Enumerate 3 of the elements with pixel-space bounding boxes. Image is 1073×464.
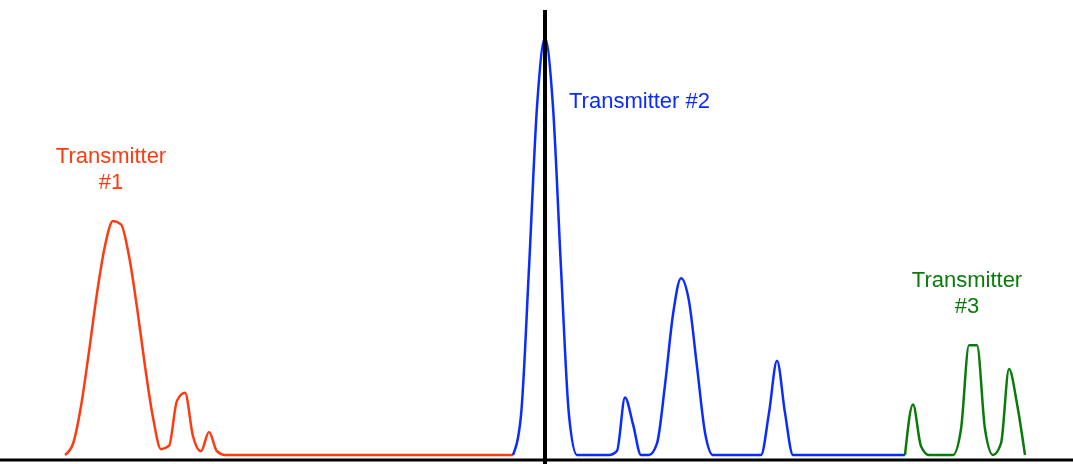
text: Transmitter #1 (55, 143, 167, 195)
text: Transmitter #3 (911, 267, 1023, 319)
series-label: Transmitter #2 (569, 88, 711, 113)
